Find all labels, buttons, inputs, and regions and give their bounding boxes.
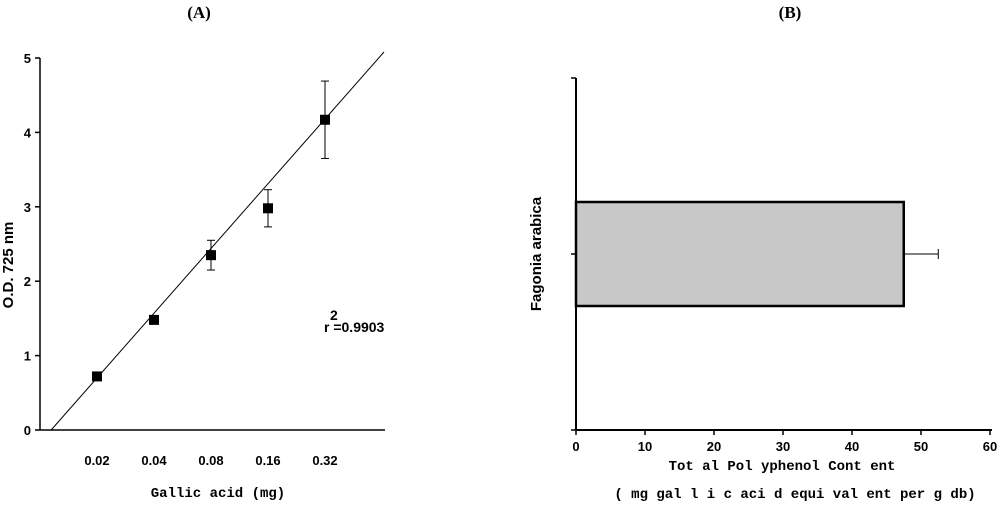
chart-a-r2-sup: 2: [330, 307, 338, 323]
chart-a-x-axis-title: Gallic acid (mg): [151, 486, 285, 502]
chart-b-x-tick-label: 40: [845, 439, 859, 454]
chart-a-point: [92, 371, 102, 382]
chart-b-x-axis-title-line1: Tot al Pol yphenol Cont ent: [669, 459, 896, 475]
chart-a-point: [206, 250, 216, 261]
chart-b-x-tick-label: 60: [983, 439, 997, 454]
chart-a-y-tick-label: 1: [24, 349, 31, 364]
chart-a-y-tick-label: 3: [24, 200, 31, 215]
panel-a-label: (A): [187, 3, 211, 22]
chart-b-x-tick-label: 10: [638, 439, 652, 454]
chart-a-y-tick-label: 4: [24, 125, 32, 140]
chart-a-r2-annotation: r =0.9903: [324, 319, 385, 335]
chart-a-x-tick-label: 0.02: [84, 453, 109, 468]
chart-b-bar: [574, 200, 905, 308]
chart-a-point: [263, 203, 273, 214]
chart-a-y-tick-label: 5: [24, 51, 31, 66]
chart-a-y-axis-title: O.D. 725 nm: [0, 222, 17, 309]
chart-b-x-tick-label: 50: [914, 439, 928, 454]
chart-a-y-tick-label: 0: [24, 423, 31, 438]
chart-a-x-tick-label: 0.04: [141, 453, 167, 468]
chart-a-x-tick-label: 0.16: [255, 453, 280, 468]
chart-a-x-tick-label: 0.32: [312, 453, 337, 468]
chart-b-x-tick-label: 0: [572, 439, 579, 454]
chart-a-y-tick-label: 2: [24, 274, 31, 289]
panel-b-label: (B): [779, 3, 802, 22]
chart-b-x-axis-title-line2: ( mg gal l i c aci d equi val ent per g …: [614, 487, 975, 503]
chart-a-point: [149, 314, 159, 325]
chart-b-x-tick-label: 30: [776, 439, 790, 454]
chart-a-x-tick-label: 0.08: [198, 453, 223, 468]
chart-b-x-tick-label: 20: [707, 439, 721, 454]
chart-b-category-label: Fagonia arabica: [528, 196, 545, 311]
chart-b: 0 10 20 30 40 50 60 Fagonia arabica Tot al Pol…: [528, 77, 997, 503]
chart-a-point: [320, 114, 330, 125]
